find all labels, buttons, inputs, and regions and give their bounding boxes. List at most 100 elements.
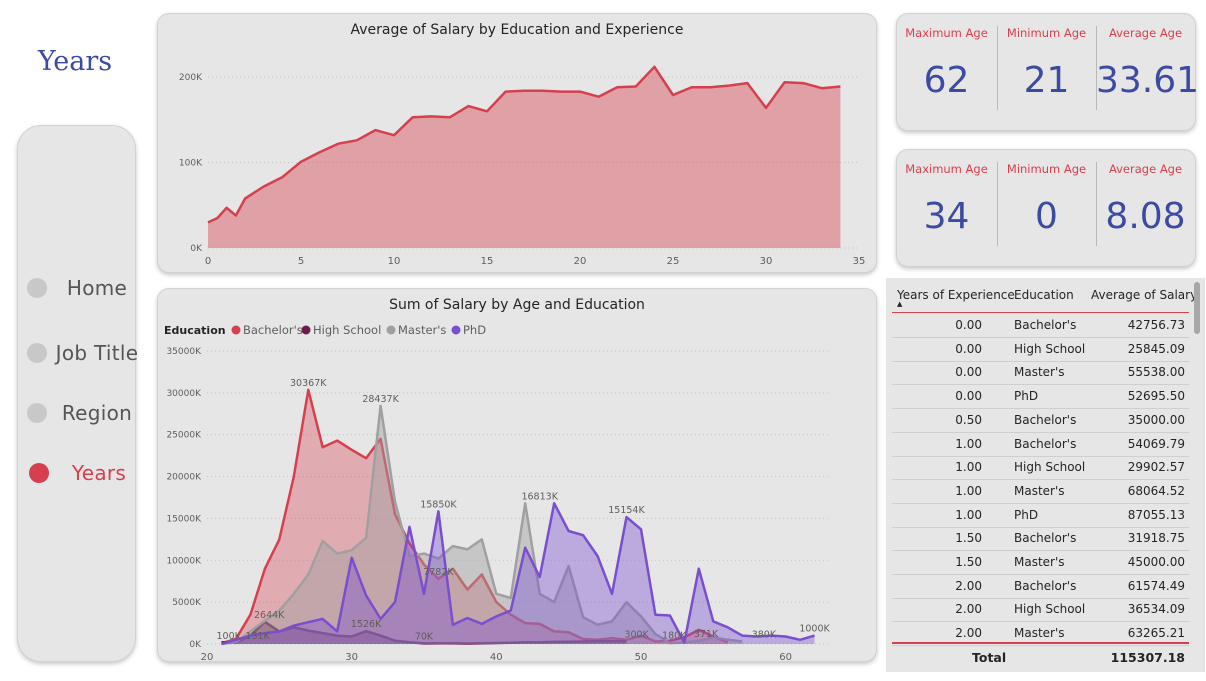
series-line-phd — [221, 502, 815, 646]
kpi-card-age: Maximum Age 62 Minimum Age 21 Average Ag… — [896, 13, 1199, 131]
table-cell: Bachelor's — [1014, 318, 1077, 332]
series-line-series — [207, 65, 841, 224]
nav-item-job-title[interactable]: Job Title — [27, 341, 145, 369]
series-area-master-s — [221, 405, 743, 644]
total-label: Total — [972, 650, 1007, 665]
x-tick-label: 50 — [635, 652, 648, 661]
table-row[interactable]: 2.00 High School 36534.09 — [892, 597, 1189, 623]
table-cell: 1.00 — [955, 436, 982, 451]
legend-item: High School — [313, 323, 381, 337]
table-row[interactable]: 0.00 PhD 52695.50 — [892, 384, 1189, 410]
column-header-years-of-experience[interactable]: Years of Experience — [897, 288, 1015, 302]
table-total-row: Total 115307.18 — [892, 642, 1189, 670]
table-cell: 1.00 — [955, 507, 982, 522]
table-cell: 1.00 — [955, 483, 982, 498]
data-label: 28437K — [362, 394, 399, 405]
table-cell: 42756.73 — [1127, 318, 1185, 332]
salary-experience-chart-card[interactable]: Average of Salary by Education and Exper… — [157, 13, 877, 273]
table-row[interactable]: 1.50 Bachelor's 31918.75 — [892, 526, 1189, 552]
table-row[interactable]: 0.00 Bachelor's 42756.73 — [892, 313, 1189, 338]
kpi-label: Average Age — [1108, 162, 1183, 176]
nav-radio-icon — [27, 403, 47, 423]
table-row[interactable]: 1.50 Master's 45000.00 — [892, 550, 1189, 575]
nav-item-region[interactable]: Region — [27, 401, 145, 429]
kpi-value: 8.08 — [1105, 196, 1186, 237]
data-label: 15850K — [420, 499, 457, 510]
table-cell: High School — [1014, 341, 1086, 356]
table-cell: 2.00 — [955, 602, 982, 617]
salary-age-chart[interactable]: 0K 5000K 10000K 15000K 20000K 25000K 30000K 350… — [158, 289, 876, 661]
data-label: 70K — [415, 631, 434, 642]
nav-item-home[interactable]: Home — [27, 276, 145, 304]
kpi-value: 62 — [923, 60, 970, 101]
y-tick-label: 30000K — [166, 389, 202, 399]
table-cell: 0.00 — [955, 389, 982, 404]
kpi-value: 34 — [923, 196, 970, 237]
table-row[interactable]: 2.00 Master's 63265.21 — [892, 621, 1189, 647]
table-row[interactable]: 1.00 PhD 87055.13 — [892, 503, 1189, 528]
table-cell: 25845.09 — [1127, 341, 1185, 356]
salary-table[interactable]: Years of Experience ▲ Education Average … — [886, 278, 1205, 672]
y-tick-label: 5000K — [172, 598, 202, 608]
x-tick-label: 15 — [481, 256, 494, 267]
series-line-master-s — [221, 404, 743, 646]
header-divider — [892, 312, 1189, 313]
chart-title: Sum of Salary by Age and Education — [389, 297, 645, 313]
divider — [1096, 26, 1097, 110]
table-cell: 2.00 — [955, 626, 982, 641]
legend-item: Bachelor's — [243, 323, 303, 337]
table-cell: Bachelor's — [1014, 412, 1077, 427]
table-row[interactable]: 0.00 High School 25845.09 — [892, 337, 1189, 362]
table-row[interactable]: 0.50 Bachelor's 35000.00 — [892, 408, 1189, 433]
nav-radio-icon — [27, 278, 47, 298]
kpi-label: Minimum Age — [1006, 162, 1087, 176]
table-cell: 63265.21 — [1127, 626, 1185, 641]
x-tick-label: 5 — [298, 256, 304, 267]
table-cell: High School — [1014, 602, 1086, 617]
table-cell: PhD — [1014, 507, 1039, 522]
kpi-card-experience: Maximum Age 34 Minimum Age 0 Average Age… — [896, 149, 1196, 267]
x-tick-label: 10 — [388, 256, 401, 267]
table-row[interactable]: 1.00 Bachelor's 54069.79 — [892, 432, 1189, 457]
x-tick-label: 25 — [667, 256, 680, 267]
x-tick-label: 60 — [779, 652, 792, 661]
nav-radio-icon — [29, 463, 49, 483]
salary-age-chart-card[interactable]: Sum of Salary by Age and Education 0K 500… — [157, 288, 877, 662]
total-value: 115307.18 — [1110, 650, 1185, 665]
table-cell: 31918.75 — [1127, 531, 1185, 546]
data-label: 371K — [694, 629, 719, 640]
y-tick-label: 35000K — [166, 347, 202, 357]
table-row[interactable]: 0.00 Master's 55538.00 — [892, 360, 1189, 386]
table-cell: 29902.57 — [1127, 460, 1185, 475]
column-header-average-salary[interactable]: Average of Salary — [1091, 288, 1198, 302]
y-tick-label: 20000K — [166, 473, 202, 483]
nav-label: Years — [71, 461, 127, 485]
table-cell: 2.00 — [955, 578, 982, 593]
salary-experience-chart[interactable]: 0K 100K 200K 0 5 10 15 20 25 30 35 — [158, 14, 876, 272]
table-row[interactable]: 2.00 Bachelor's 61574.49 — [892, 574, 1189, 599]
table-row[interactable]: 1.00 Master's 68064.52 — [892, 479, 1189, 504]
table-cell: 0.00 — [955, 341, 982, 356]
legend-marker-icon — [231, 325, 241, 335]
y-tick-label: 0K — [190, 244, 203, 254]
nav-item-years[interactable]: Years — [29, 461, 147, 489]
table-row[interactable]: 1.00 High School 29902.57 — [892, 455, 1189, 481]
data-label: 30367K — [290, 378, 327, 389]
nav-label: Region — [61, 401, 133, 425]
column-header-education[interactable]: Education — [1014, 288, 1074, 302]
table-cell: 0.00 — [955, 318, 982, 332]
x-tick-label: 30 — [345, 652, 358, 661]
scrollbar[interactable] — [1194, 282, 1200, 334]
table-cell: 87055.13 — [1127, 507, 1185, 522]
nav-label: Home — [66, 276, 128, 300]
x-tick-label: 30 — [760, 256, 773, 267]
data-label: 15154K — [608, 505, 645, 516]
table-cell: 68064.52 — [1127, 483, 1185, 498]
kpi-label: Average Age — [1108, 26, 1183, 40]
data-label: 131K — [245, 631, 270, 642]
legend-item: Master's — [398, 323, 446, 337]
kpi-maximum-age: Maximum Age 34 — [897, 150, 996, 266]
table-cell: 61574.49 — [1127, 578, 1185, 593]
series-line-bachelor-s — [221, 388, 729, 645]
kpi-minimum-age: Minimum Age 0 — [997, 150, 1096, 266]
